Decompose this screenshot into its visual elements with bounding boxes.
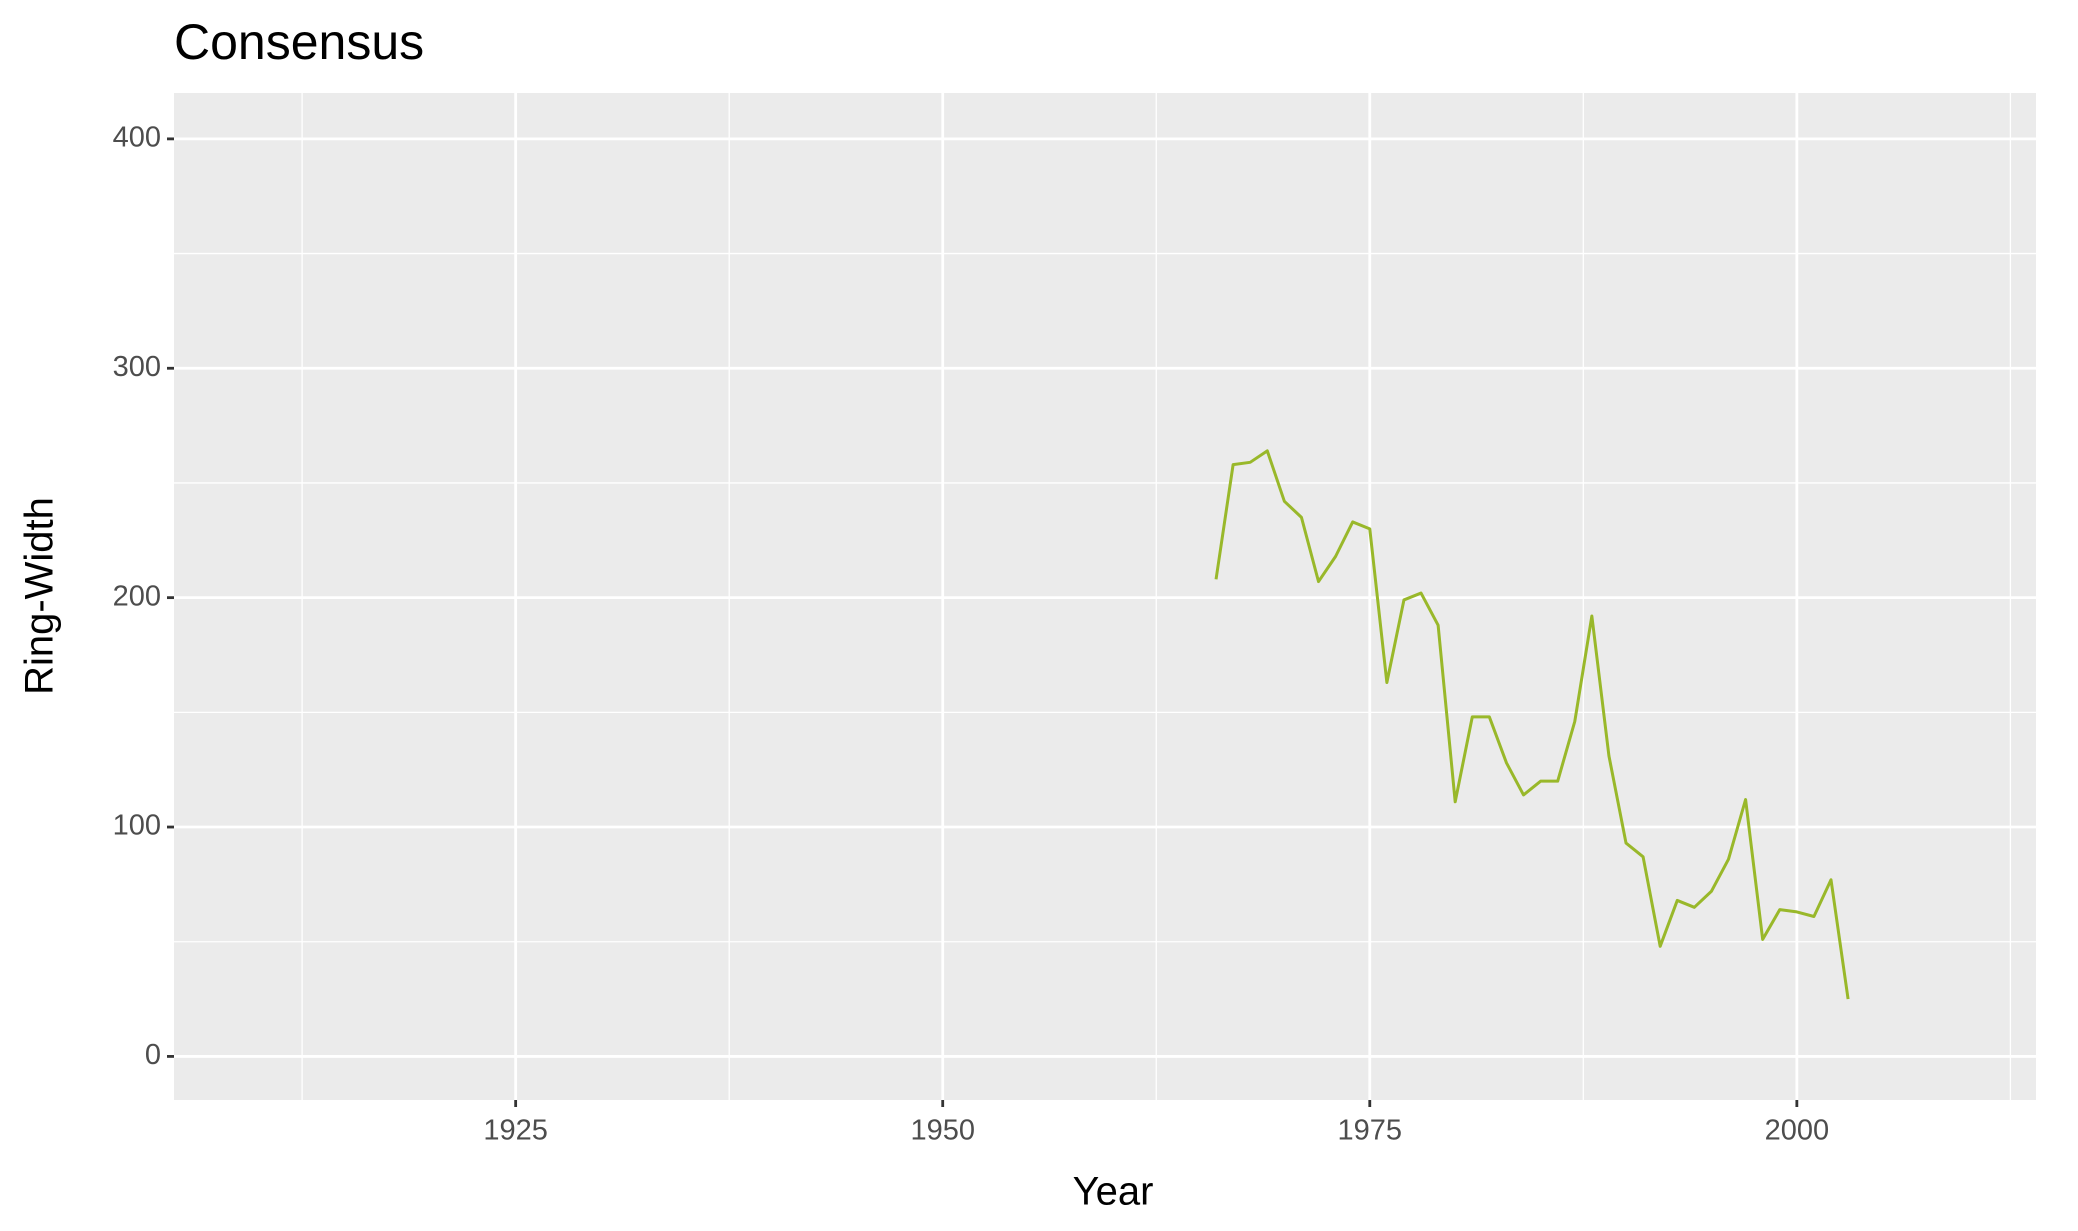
chart-title: Consensus: [174, 14, 424, 70]
x-axis-title: Year: [1073, 1170, 1154, 1214]
y-tick-label: 300: [113, 351, 161, 383]
x-tick-label: 1975: [1338, 1115, 1403, 1147]
x-tick-label: 1950: [910, 1115, 975, 1147]
x-tick-label: 1925: [483, 1115, 548, 1147]
plot-area: [174, 93, 2036, 1100]
y-tick-label: 100: [113, 810, 161, 842]
y-tick-label: 200: [113, 580, 161, 612]
data-line: [1214, 449, 1850, 1000]
y-axis-title: Ring-Width: [18, 497, 62, 695]
y-tick-label: 0: [145, 1039, 161, 1071]
x-tick-label: 2000: [1765, 1115, 1830, 1147]
y-tick-label: 400: [113, 122, 161, 154]
